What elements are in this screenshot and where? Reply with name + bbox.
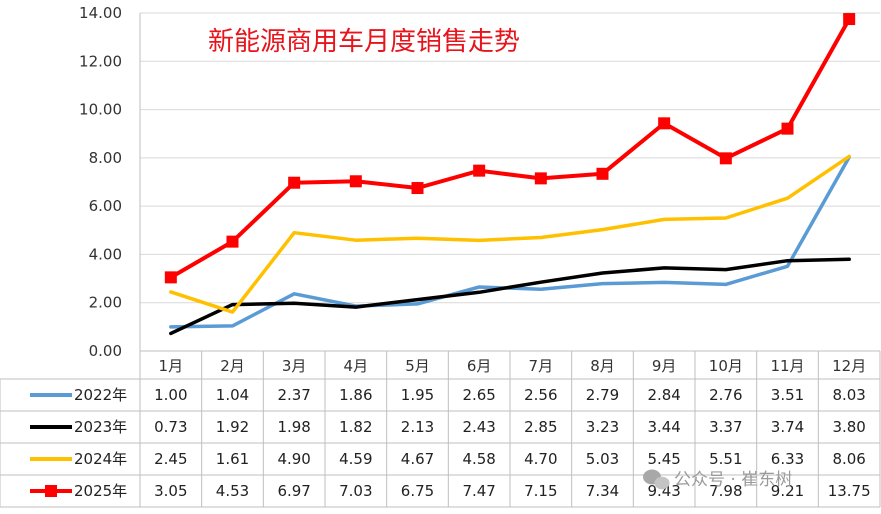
x-tick-label: 8月 [590,357,615,375]
table-cell-value: 1.92 [216,418,249,436]
y-tick-label: 4.00 [89,245,122,263]
y-tick-label: 2.00 [89,294,122,312]
table-cell-value: 2.56 [524,386,557,404]
table-cell-value: 3.44 [647,418,680,436]
y-tick-label: 10.00 [79,101,122,119]
series-line [168,17,852,280]
table-cell-value: 4.70 [524,450,557,468]
x-tick-label: 12月 [832,357,866,375]
series-line [169,257,851,336]
table-cell-value: 1.00 [154,386,187,404]
table-cell-value: 2.85 [524,418,557,436]
series-point-marker [534,172,547,185]
x-tick-label: 2月 [220,357,245,375]
series-line [169,154,851,314]
watermark: 公众号 · 崔东树 [643,469,792,490]
table-cell-value: 2.84 [647,386,680,404]
series-point-marker [781,122,794,135]
grid-lines: 0.00 2.00 4.00 6.00 8.00 10.00 12.00 14.00 [79,4,880,360]
table-cell-value: 3.05 [154,482,187,500]
table-cell-value: 7.03 [339,482,372,500]
table-cell-value: 4.90 [277,450,310,468]
x-tick-label: 1月 [159,357,184,375]
y-tick-label: 0.00 [89,342,122,360]
series-line [169,155,851,329]
y-tick-label: 12.00 [79,52,122,70]
series-point-marker [288,176,301,189]
table-cell-value: 6.75 [401,482,434,500]
table-cell-value: 7.98 [709,482,742,500]
series-point-marker [473,164,486,177]
table-cell-value: 5.03 [586,450,619,468]
y-tick-label: 14.00 [79,4,122,22]
table-cell-value: 8.06 [832,450,865,468]
table-cell-value: 5.45 [647,450,680,468]
table-cell-value: 2.76 [709,386,742,404]
legend-label: 2022年 [74,386,127,404]
series-point-marker [411,182,424,195]
table-cell-value: 2.79 [586,386,619,404]
series-point-marker [658,117,671,130]
watermark-text: 公众号 · 崔东树 [674,470,792,490]
legend-label: 2023年 [74,418,127,436]
table-cell-value: 8.03 [832,386,865,404]
table-cell-value: 4.58 [462,450,495,468]
series-point-marker [719,152,732,165]
table-cell-value: 6.97 [277,482,310,500]
table-cell-value: 2.37 [277,386,310,404]
table-cell-value: 3.74 [771,418,804,436]
series-point-marker [226,235,239,248]
series-point-marker [843,13,856,26]
y-tick-label: 8.00 [89,149,122,167]
table-cell-value: 6.33 [771,450,804,468]
table-cell-value: 1.95 [401,386,434,404]
table-cell-value: 4.53 [216,482,249,500]
x-tick-label: 11月 [770,357,804,375]
table-cell-value: 4.67 [401,450,434,468]
series-point-marker [596,167,609,180]
x-tick-label: 4月 [344,357,369,375]
table-cell-value: 1.82 [339,418,372,436]
table-cell-value: 2.65 [462,386,495,404]
table-cell-value: 1.61 [216,450,249,468]
table-cell-value: 9.21 [771,482,804,500]
table-cell-value: 7.15 [524,482,557,500]
series-point-marker [349,175,362,188]
x-tick-label: 7月 [529,357,554,375]
table-cell-value: 3.51 [771,386,804,404]
series-point-marker [164,271,177,284]
x-tick-label: 5月 [405,357,430,375]
x-tick-label: 9月 [652,357,677,375]
table-cell-value: 7.34 [586,482,619,500]
table-cell-value: 13.75 [828,482,871,500]
table-cell-value: 2.43 [462,418,495,436]
legend-label: 2025年 [74,482,127,500]
table-cell-value: 3.23 [586,418,619,436]
table-cell-value: 1.04 [216,386,249,404]
x-tick-label: 6月 [467,357,492,375]
table-cell-value: 3.37 [709,418,742,436]
chart-title: 新能源商用车月度销售走势 [208,27,520,57]
table-cell-value: 4.59 [339,450,372,468]
table-cell-value: 1.98 [277,418,310,436]
x-tick-label: 3月 [282,357,307,375]
wechat-icon [643,469,670,490]
legend-key-marker [45,485,57,497]
series-lines [164,13,856,336]
table-cell-value: 0.73 [154,418,187,436]
table-cell-value: 7.47 [462,482,495,500]
data-table: 1月 2月 3月 4月 5月 6月 7月 8月 9月 10月 11月 12月 2022年 1.00 1.04… [0,350,881,508]
table-cell-value: 1.86 [339,386,372,404]
x-tick-label: 10月 [709,357,743,375]
table-cell-value: 5.51 [709,450,742,468]
y-tick-label: 6.00 [89,197,122,215]
table-cell-value: 2.45 [154,450,187,468]
legend-label: 2024年 [74,450,127,468]
table-cell-value: 3.80 [832,418,865,436]
table-cell-value: 2.13 [401,418,434,436]
